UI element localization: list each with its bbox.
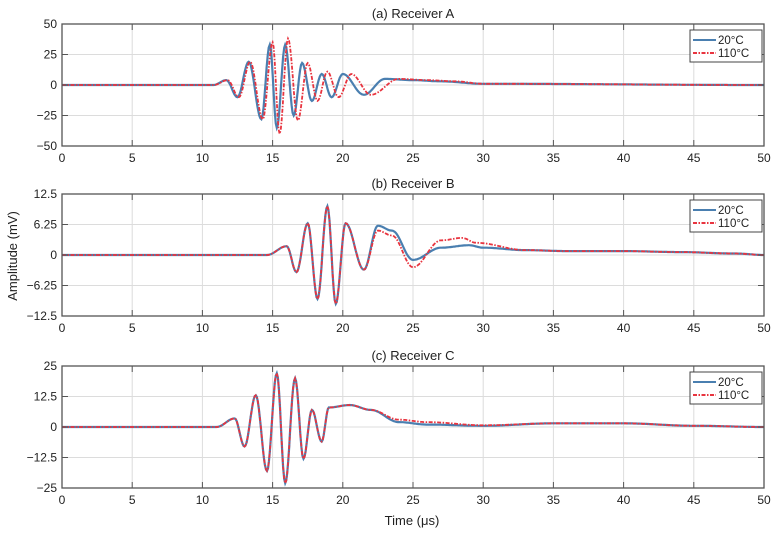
y-tick-label: 25	[44, 48, 58, 62]
x-tick-label: 10	[196, 151, 210, 165]
x-tick-label: 5	[129, 321, 136, 335]
y-tick-label: 0	[50, 248, 57, 262]
panel-title: (a) Receiver A	[372, 6, 455, 21]
x-tick-label: 30	[477, 493, 491, 507]
x-tick-label: 50	[757, 151, 771, 165]
legend-label-110c: 110°C	[718, 218, 749, 230]
legend-label-20c: 20°C	[718, 377, 744, 389]
x-tick-label: 35	[547, 493, 561, 507]
x-tick-label: 35	[547, 151, 561, 165]
x-axis-label: Time (μs)	[385, 513, 440, 528]
x-tick-label: 10	[196, 493, 210, 507]
x-tick-label: 20	[336, 151, 350, 165]
x-tick-label: 5	[129, 493, 136, 507]
y-tick-label: −25	[37, 481, 58, 495]
x-tick-label: 25	[406, 151, 420, 165]
x-tick-label: 45	[687, 493, 701, 507]
legend-label-20c: 20°C	[718, 205, 744, 217]
y-axis-label: Amplitude (mV)	[5, 211, 20, 301]
series-line-110c	[62, 203, 764, 307]
panel-title: (c) Receiver C	[371, 348, 454, 363]
x-tick-label: 15	[266, 493, 280, 507]
x-tick-label: 10	[196, 321, 210, 335]
y-tick-label: −12.5	[27, 451, 58, 465]
x-tick-label: 25	[406, 321, 420, 335]
panel-title: (b) Receiver B	[371, 176, 454, 191]
y-tick-label: −12.5	[27, 309, 58, 323]
x-tick-label: 15	[266, 321, 280, 335]
panel-b: 0 5 10 15 20 25 30 35 40 45 50 12.5 6.25 0 −6.25 −12.5 (…	[27, 176, 771, 335]
x-tick-label: 40	[617, 493, 631, 507]
x-tick-label: 45	[687, 321, 701, 335]
x-tick-label: 0	[59, 321, 66, 335]
x-tick-label: 0	[59, 151, 66, 165]
y-tick-label: 0	[50, 420, 57, 434]
panel-c: 0 5 10 15 20 25 30 35 40 45 50 25 12.5 0 −12.5 −25 (c) R…	[27, 348, 771, 507]
y-tick-label: 50	[44, 17, 58, 31]
x-tick-label: 20	[336, 321, 350, 335]
y-tick-label: 12.5	[34, 187, 58, 201]
x-tick-label: 15	[266, 151, 280, 165]
legend-label-110c: 110°C	[718, 390, 749, 402]
y-tick-label: −50	[37, 139, 58, 153]
x-tick-label: 0	[59, 493, 66, 507]
x-tick-label: 40	[617, 151, 631, 165]
series-line-110c	[62, 36, 764, 138]
y-tick-label: −6.25	[27, 279, 58, 293]
panel-a: 0 5 10 15 20 25 30 35 40 45 50 50 25 0 −25 −50 (a) Recei…	[37, 6, 771, 165]
legend-label-110c: 110°C	[718, 48, 749, 60]
x-tick-label: 5	[129, 151, 136, 165]
x-tick-label: 30	[477, 321, 491, 335]
x-tick-label: 45	[687, 151, 701, 165]
legend-label-20c: 20°C	[718, 35, 744, 47]
y-tick-label: 6.25	[34, 218, 58, 232]
x-tick-label: 40	[617, 321, 631, 335]
y-tick-label: 0	[50, 78, 57, 92]
y-tick-label: 12.5	[34, 390, 58, 404]
x-tick-label: 20	[336, 493, 350, 507]
series-line-110c	[62, 370, 764, 487]
x-tick-label: 35	[547, 321, 561, 335]
x-tick-label: 50	[757, 321, 771, 335]
x-tick-label: 50	[757, 493, 771, 507]
x-tick-label: 25	[406, 493, 420, 507]
y-tick-label: 25	[44, 359, 58, 373]
x-tick-label: 30	[477, 151, 491, 165]
y-tick-label: −25	[37, 109, 58, 123]
